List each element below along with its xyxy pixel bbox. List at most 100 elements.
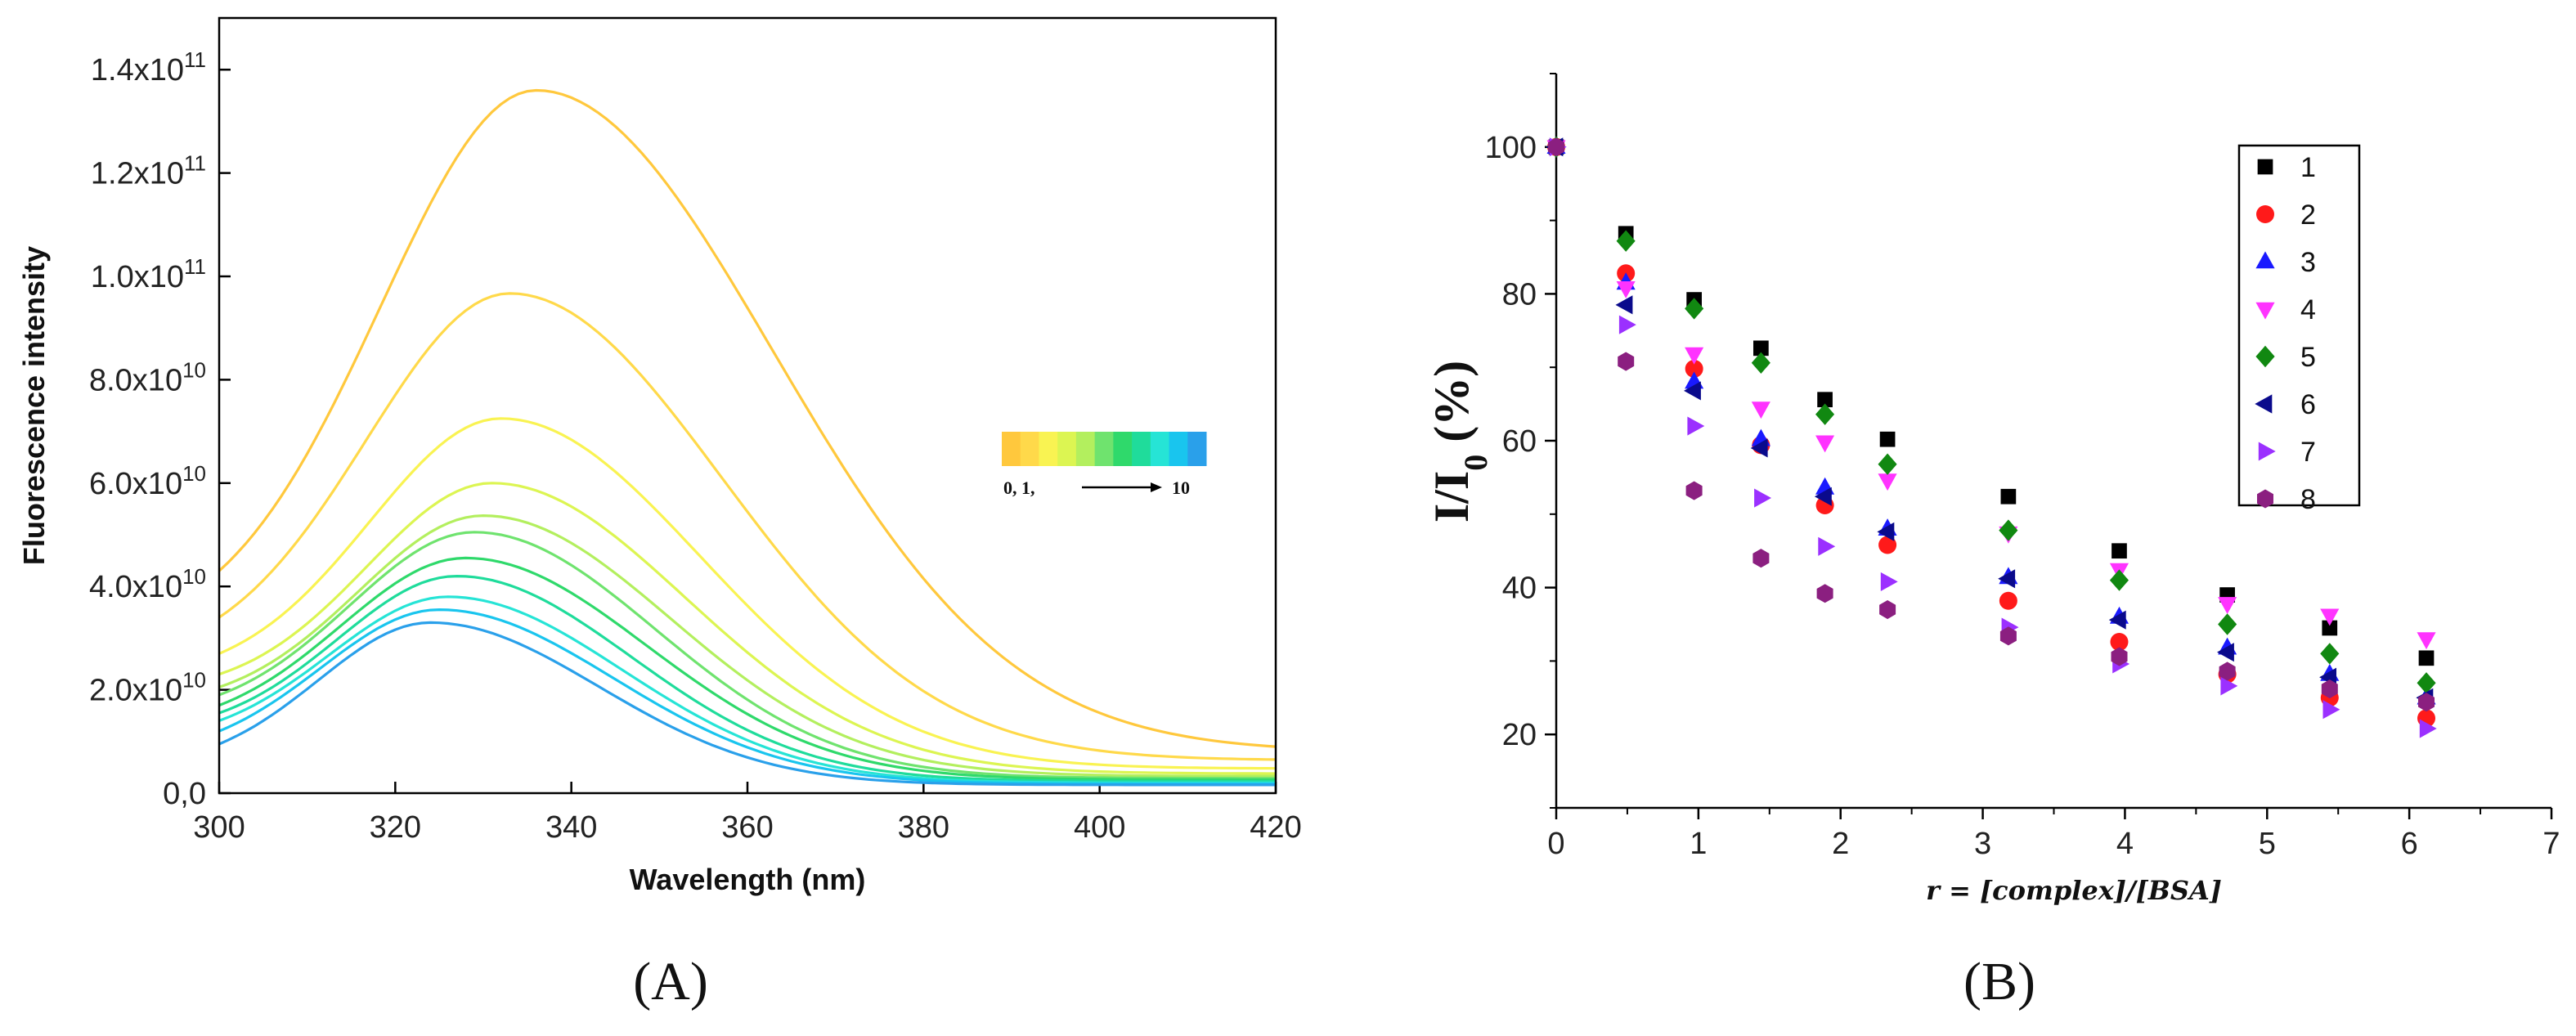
panel-b-x-tick-label: 0 — [1547, 827, 1564, 861]
data-point-series-6 — [2108, 610, 2126, 630]
legend-label: 6 — [2300, 389, 2316, 420]
data-point-series-8 — [1618, 352, 1635, 371]
colorbar-arrow-head — [1151, 482, 1162, 492]
data-point-series-2 — [1685, 359, 1703, 378]
panel-b-chart: 0 1 2 3 4 5 6 7 20 40 60 80 100 1 2 3 4 5 6 7 8 r = [comple… — [1425, 73, 2560, 1011]
panel-a-x-tick-label: 340 — [545, 810, 597, 845]
panel-a-plot-frame — [218, 16, 1277, 795]
panel-a-x-tick-label: 420 — [1250, 810, 1301, 845]
data-point-series-5 — [1999, 519, 2018, 541]
panel-a-y-tick-mantissa: 8.0x10 — [89, 363, 182, 397]
panel-b-x-tick-label: 2 — [1832, 827, 1849, 861]
legend-marker-7 — [2258, 442, 2276, 461]
panel-a-y-tick-label: 1.2x1011 — [91, 151, 206, 191]
data-point-series-1 — [1879, 431, 1896, 447]
panel-a-label: (A) — [633, 952, 708, 1011]
colorbar-swatch — [1002, 432, 1021, 466]
legend-marker-8 — [2257, 489, 2273, 509]
data-point-series-8 — [1548, 137, 1564, 157]
spectrum-line-8 — [218, 595, 1276, 785]
data-point-series-1 — [2418, 650, 2435, 666]
panel-b-y-tick-label: 80 — [1502, 277, 1537, 312]
panel-b-y-tick-label: 40 — [1502, 572, 1537, 606]
data-point-series-8 — [2219, 662, 2236, 681]
panel-a-y-tick-label: 1.0x1011 — [91, 254, 206, 294]
panel-b-x-tick-label: 6 — [2401, 827, 2418, 861]
panel-a-y-tick-exponent: 11 — [184, 47, 206, 72]
panel-a-y-tick-label: 4.0x1010 — [89, 564, 206, 604]
panel-a-x-tick-label: 320 — [370, 810, 421, 845]
data-point-series-5 — [2218, 613, 2237, 635]
spectrum-line-10 — [218, 621, 1276, 787]
data-point-series-8 — [2321, 679, 2338, 699]
data-point-series-4 — [1685, 347, 1704, 365]
colorbar-end-label: 10 — [1172, 478, 1190, 498]
data-point-series-8 — [1685, 481, 1703, 500]
data-point-series-8 — [2418, 693, 2435, 712]
data-point-series-6 — [1615, 295, 1633, 315]
data-point-series-4 — [2218, 597, 2237, 614]
data-point-series-7 — [1818, 536, 1836, 556]
data-point-series-7 — [1754, 488, 1771, 508]
spectrum-line-7 — [218, 574, 1276, 783]
panel-b-y-axis-title-main: I/I — [1425, 471, 1479, 522]
data-point-series-8 — [2111, 647, 2128, 666]
panel-a-y-tick-label: 0,0 — [163, 777, 206, 811]
panel-b-x-tick-label: 5 — [2259, 827, 2276, 861]
data-point-series-5 — [1815, 403, 1835, 425]
legend-marker-3 — [2255, 251, 2275, 269]
colorbar-swatch — [1039, 432, 1058, 466]
panel-b-y-axis-title-sub: 0 — [1457, 455, 1494, 471]
panel-b-x-tick-label: 1 — [1690, 827, 1707, 861]
panel-b-x-tick-label: 7 — [2542, 827, 2560, 861]
data-point-series-4 — [2417, 632, 2436, 650]
legend-marker-6 — [2255, 394, 2273, 414]
panel-a-y-tick-mantissa: 2.0x10 — [89, 674, 182, 708]
panel-b-x-tick-label: 4 — [2116, 827, 2134, 861]
panel-a-y-tick-mantissa: 0,0 — [163, 777, 206, 811]
spectrum-line-4 — [218, 514, 1276, 778]
panel-a-y-tick-mantissa: 1.2x10 — [91, 157, 184, 191]
legend-label: 1 — [2300, 152, 2316, 183]
data-point-series-7 — [1880, 572, 1898, 591]
panel-a-y-tick-label: 1.4x1011 — [91, 47, 206, 87]
panel-b-y-tick-label: 100 — [1485, 131, 1537, 165]
panel-a-y-axis-title: Fluorescence intensity — [17, 246, 51, 565]
panel-a-y-tick-label: 6.0x1010 — [89, 461, 206, 501]
panel-b-x-axis-title: r = [complex]/[BSA] — [1926, 875, 2222, 906]
data-point-series-2 — [1878, 536, 1897, 554]
panel-b-y-axis-title-tail: (%) — [1425, 361, 1479, 455]
legend-label: 4 — [2300, 294, 2316, 325]
spectrum-line-6 — [218, 556, 1276, 782]
data-point-series-4 — [1751, 401, 1770, 419]
data-point-series-6 — [1814, 487, 1832, 506]
data-point-series-1 — [2112, 543, 2127, 559]
data-point-series-4 — [1878, 473, 1897, 491]
legend-marker-4 — [2255, 302, 2275, 320]
colorbar-swatch — [1020, 432, 1039, 466]
panel-a-y-tick-label: 8.0x1010 — [89, 357, 206, 397]
panel-a-x-tick-label: 380 — [898, 810, 949, 845]
colorbar-swatch — [1075, 432, 1096, 466]
data-point-series-8 — [1816, 584, 1833, 603]
data-point-series-5 — [1685, 298, 1704, 320]
legend-label: 8 — [2300, 484, 2316, 515]
panel-a-y-tick-label: 2.0x1010 — [89, 668, 206, 708]
panel-a-chart: 300 320 340 360 380 400 4200,02.0x10104.0x1010… — [17, 16, 1302, 1011]
panel-a-y-tick-exponent: 10 — [182, 668, 206, 693]
panel-a-y-tick-mantissa: 1.0x10 — [91, 260, 184, 294]
panel-a-y-tick-exponent: 11 — [184, 151, 206, 176]
data-point-series-5 — [2417, 672, 2436, 694]
data-point-series-6 — [1750, 438, 1768, 458]
panel-a-y-tick-exponent: 10 — [182, 461, 206, 486]
spectrum-line-2 — [218, 417, 1277, 770]
data-point-series-5 — [2320, 643, 2340, 665]
panel-a-x-tick-label: 360 — [721, 810, 773, 845]
legend-label: 7 — [2300, 437, 2316, 468]
data-point-series-6 — [1877, 522, 1895, 541]
legend-marker-5 — [2255, 345, 2275, 368]
data-point-series-7 — [2419, 719, 2437, 738]
panel-b-x-tick-label: 3 — [1974, 827, 1991, 861]
panel-a-y-tick-mantissa: 6.0x10 — [89, 467, 182, 501]
